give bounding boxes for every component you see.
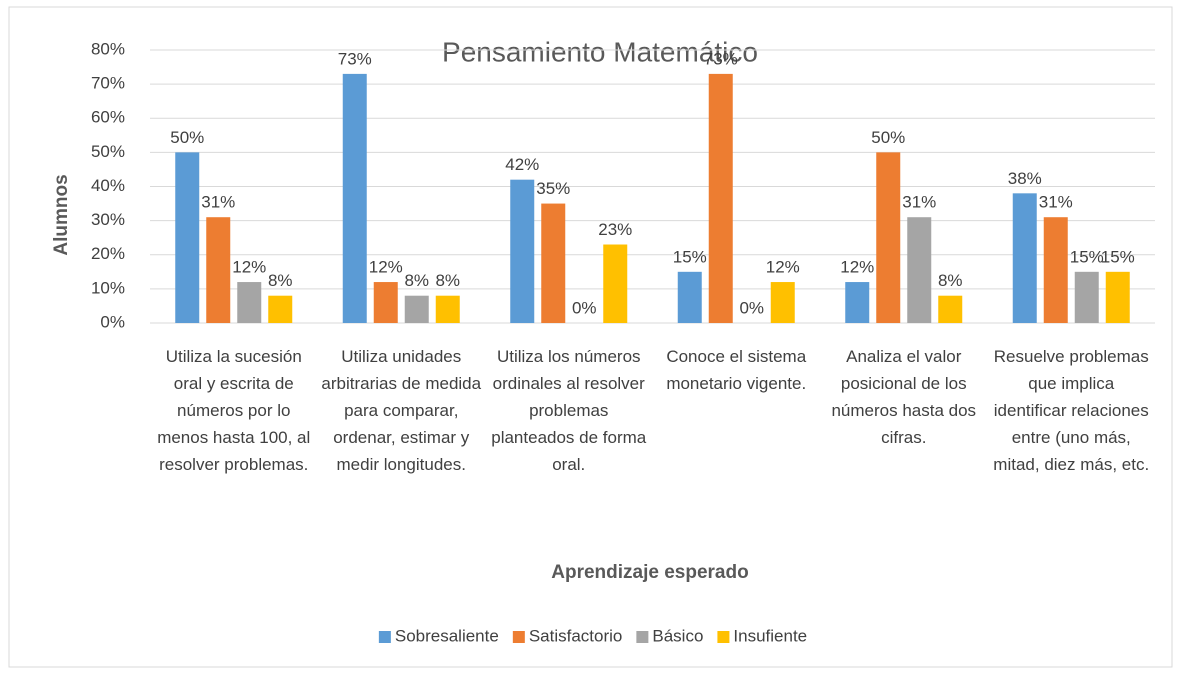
x-tick-label: Utiliza la sucesión oral y escrita de nú… <box>157 347 311 474</box>
bar <box>342 73 367 323</box>
bar <box>237 282 262 323</box>
bar <box>1105 271 1130 323</box>
legend-swatch <box>378 631 391 643</box>
data-label: 31% <box>902 193 936 212</box>
bar <box>1074 271 1099 323</box>
y-tick-label: 50% <box>91 142 125 161</box>
data-label: 12% <box>369 258 403 277</box>
data-label: 42% <box>505 155 539 174</box>
y-tick-label: 70% <box>91 74 125 93</box>
data-label: 35% <box>536 179 570 198</box>
bar <box>876 152 901 323</box>
y-tick-label: 0% <box>100 312 125 331</box>
data-label: 50% <box>871 128 905 147</box>
y-axis-label: Alumnos <box>51 174 72 255</box>
legend-label: Satisfactorio <box>529 626 623 645</box>
bar <box>845 282 870 323</box>
data-label: 31% <box>1039 193 1073 212</box>
bar <box>268 295 293 323</box>
data-label: 73% <box>338 49 372 68</box>
data-label: 8% <box>938 271 963 290</box>
x-axis-label: Aprendizaje esperado <box>551 562 748 583</box>
bar <box>938 295 963 323</box>
y-tick-label: 30% <box>91 210 125 229</box>
data-label: 8% <box>268 271 293 290</box>
bar <box>1043 217 1068 323</box>
bar <box>373 282 398 323</box>
bar <box>175 152 200 323</box>
bar <box>907 217 932 323</box>
data-label: 8% <box>404 271 429 290</box>
bar <box>1012 193 1037 323</box>
x-tick-label: Resuelve problemas que implica identific… <box>993 347 1150 474</box>
legend-label: Sobresaliente <box>395 626 499 645</box>
data-label: 0% <box>572 298 597 317</box>
data-label: 15% <box>673 247 707 266</box>
data-label: 0% <box>739 298 764 317</box>
x-tick-label: Utiliza los números ordinales al resolve… <box>491 347 647 474</box>
y-tick-label: 20% <box>91 244 125 263</box>
legend-label: Insufiente <box>733 626 807 645</box>
x-tick-label: Conoce el sistema monetario vigente. <box>666 347 807 393</box>
data-label: 8% <box>435 271 460 290</box>
chart-title: Pensamiento Matemático <box>442 36 758 67</box>
data-label: 31% <box>201 193 235 212</box>
bar <box>770 282 795 323</box>
data-label: 12% <box>840 258 874 277</box>
x-tick-label: Utiliza unidades arbitrarias de medida p… <box>321 347 482 474</box>
bar <box>708 73 733 323</box>
legend-swatch <box>636 631 649 643</box>
chart-border <box>8 6 1173 668</box>
bar <box>603 244 628 323</box>
bar <box>404 295 429 323</box>
y-tick-label: 10% <box>91 278 125 297</box>
data-label: 15% <box>1070 247 1104 266</box>
data-label: 23% <box>598 220 632 239</box>
data-label: 38% <box>1008 169 1042 188</box>
bar <box>541 203 566 323</box>
x-tick-label: Analiza el valor posicional de los númer… <box>831 347 977 447</box>
legend-swatch <box>717 631 730 643</box>
legend-label: Básico <box>652 626 703 645</box>
bar <box>677 271 702 323</box>
y-tick-label: 60% <box>91 108 125 127</box>
bar <box>510 179 535 323</box>
data-label: 50% <box>170 128 204 147</box>
data-label: 73% <box>704 49 738 68</box>
data-label: 15% <box>1101 247 1135 266</box>
bar <box>206 217 231 323</box>
legend-swatch <box>512 631 525 643</box>
y-tick-label: 40% <box>91 176 125 195</box>
bar <box>435 295 460 323</box>
data-label: 12% <box>232 258 266 277</box>
y-tick-label: 80% <box>91 39 125 58</box>
data-label: 12% <box>766 258 800 277</box>
